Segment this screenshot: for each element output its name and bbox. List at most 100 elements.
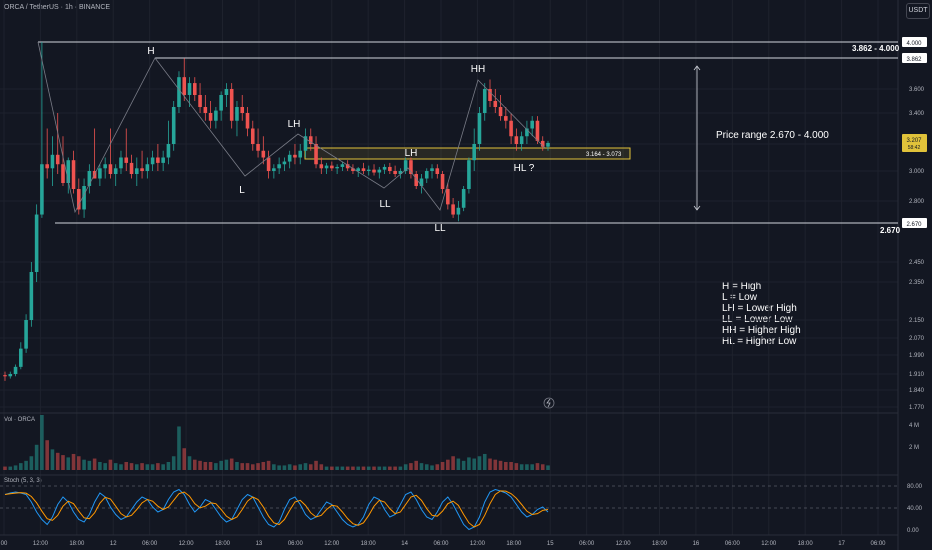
candle-body (282, 161, 287, 165)
candle-body (377, 169, 382, 173)
time-tick-label: 12:00 (33, 541, 49, 547)
candle-body (525, 128, 529, 137)
swing-zigzag (37, 41, 546, 214)
volume-bar (66, 457, 71, 470)
volume-bar (308, 464, 313, 470)
candle-body (440, 174, 445, 189)
candle-body (166, 144, 171, 158)
candle-body (103, 164, 107, 169)
candle-body (324, 165, 329, 169)
volume-bar (493, 459, 498, 470)
candle-body (124, 157, 129, 163)
countdown-text: 58:42 (908, 145, 921, 151)
candle-body (356, 168, 361, 171)
volume-bar (103, 463, 107, 470)
time-tick-label: 12:00 (179, 541, 195, 547)
tick-flag-2670-text: 2.670 (906, 222, 922, 228)
candle-body (409, 160, 413, 174)
volume-bar (198, 460, 202, 470)
candle-body (108, 164, 113, 174)
candle-body (198, 95, 202, 107)
candle-body (419, 178, 424, 186)
time-axis[interactable]: 00 12:00 18:00 12 06:00 12:00 18:00 13 06:00 12:0… (1, 541, 887, 547)
volume-bar (77, 456, 81, 470)
volume-bar (514, 463, 519, 470)
volume-bar (177, 426, 181, 470)
price-range-text: Price range 2.670 - 4.000 (716, 130, 829, 141)
candle-body (430, 168, 434, 171)
time-tick-label: 16 (693, 541, 700, 547)
candle-body (435, 168, 440, 174)
candle-body (393, 171, 397, 174)
candle-body (277, 164, 281, 169)
volume-bar (298, 464, 303, 470)
legend-item: LH = Lower High (722, 303, 797, 314)
candle-body (145, 164, 150, 171)
volume-bar (250, 464, 255, 470)
candle-body (330, 165, 334, 169)
volume-bar (166, 461, 171, 470)
candle-body (424, 171, 429, 179)
candle-body (472, 144, 476, 161)
alert-icon-bolt (546, 398, 551, 408)
candle-body (171, 107, 176, 144)
candle-body (482, 89, 487, 113)
candle-body (514, 136, 519, 144)
candle-body (8, 374, 13, 377)
candle-body (308, 136, 313, 144)
time-tick-label: 00 (1, 541, 8, 547)
candle-body (509, 120, 513, 137)
label-ll-1: LL (379, 199, 391, 210)
volume-bar (13, 465, 18, 470)
volume-bar (140, 463, 144, 470)
candle-body (498, 107, 503, 117)
volume-bar (61, 455, 65, 470)
volume-bar (266, 460, 271, 470)
price-tick-label: 2.070 (909, 336, 925, 342)
volume-bar (161, 464, 165, 470)
volume-bar (461, 460, 466, 470)
time-tick-label: 06:00 (870, 541, 886, 547)
label-h: H (147, 46, 154, 57)
candle-body (224, 89, 229, 95)
stoch-tick-label: 0.00 (907, 528, 919, 534)
candle-body (19, 348, 23, 367)
candle-body (287, 154, 292, 162)
candle-body (266, 157, 271, 171)
level-lines (38, 41, 898, 224)
currency-badge[interactable]: USDT (906, 3, 930, 19)
candle-body (61, 164, 65, 183)
candle-body (293, 154, 297, 158)
candle-body (29, 272, 34, 320)
volume-bar (509, 461, 513, 470)
volume-bar (435, 464, 440, 470)
volume-bar (324, 466, 329, 470)
volume-bar (540, 464, 545, 470)
stoch-pane-title: Stoch (5, 3, 3) (4, 478, 42, 484)
annotations-layer: H L LH LH LL LL HH HL ? Price range 2.67… (147, 44, 901, 409)
volume-bar (214, 463, 218, 470)
volume-bar (382, 466, 387, 470)
volume-bar (82, 459, 86, 470)
volume-bar (29, 456, 34, 470)
alert-icon (543, 397, 555, 409)
candle-body (129, 162, 134, 174)
candle-body (208, 113, 213, 121)
price-tick-label: 3.000 (909, 169, 925, 175)
time-tick-label: 14 (401, 541, 408, 547)
volume-bar (34, 444, 39, 470)
candle-body (319, 164, 324, 169)
price-axis[interactable]: 3.6003.4003.2003.0002.8002.4502.3502.150… (907, 87, 925, 534)
stoch-tick-label: 40.00 (907, 506, 923, 512)
candle-body (388, 166, 392, 171)
candle-body (161, 157, 165, 163)
volume-bar (498, 460, 503, 470)
candle-body (55, 154, 60, 165)
candle-body (314, 144, 318, 165)
candle-body (24, 320, 28, 349)
volume-bar (504, 461, 508, 470)
volume-bar (361, 466, 366, 470)
volume-bar (535, 463, 540, 470)
time-tick-label: 12:00 (470, 541, 486, 547)
